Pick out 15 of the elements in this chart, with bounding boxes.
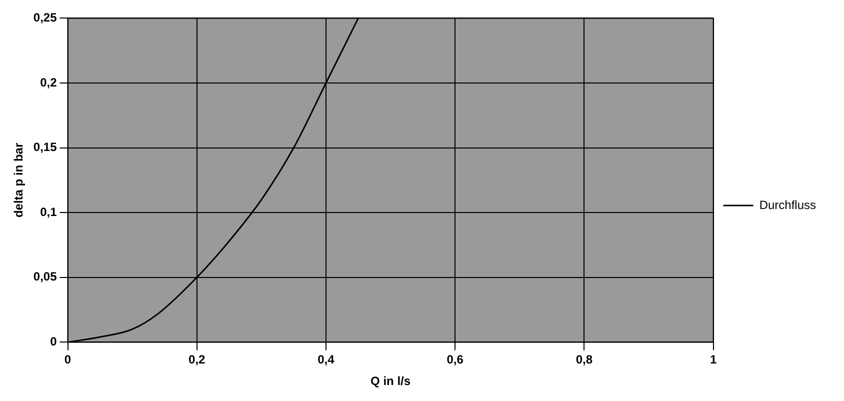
y-tick-label: 0,1 — [40, 204, 58, 219]
y-axis-title: delta p in bar — [12, 142, 26, 218]
x-tick-label: 0,2 — [188, 352, 206, 367]
y-tick-label: 0 — [50, 334, 58, 349]
x-tick-label: 0,6 — [446, 352, 464, 367]
x-tick-label: 1 — [710, 352, 717, 367]
x-tick-label: 0,4 — [318, 352, 335, 367]
x-axis-title: Q in l/s — [370, 374, 411, 388]
x-tick-label: 0 — [64, 352, 72, 367]
y-tick-label: 0,05 — [33, 270, 58, 284]
y-tick-label: 0,2 — [40, 75, 58, 90]
y-tick-label: 0,25 — [33, 10, 58, 25]
x-tick-label: 0,8 — [576, 352, 593, 367]
y-tick-label: 0,15 — [33, 140, 58, 154]
legend-label: Durchfluss — [759, 198, 816, 212]
